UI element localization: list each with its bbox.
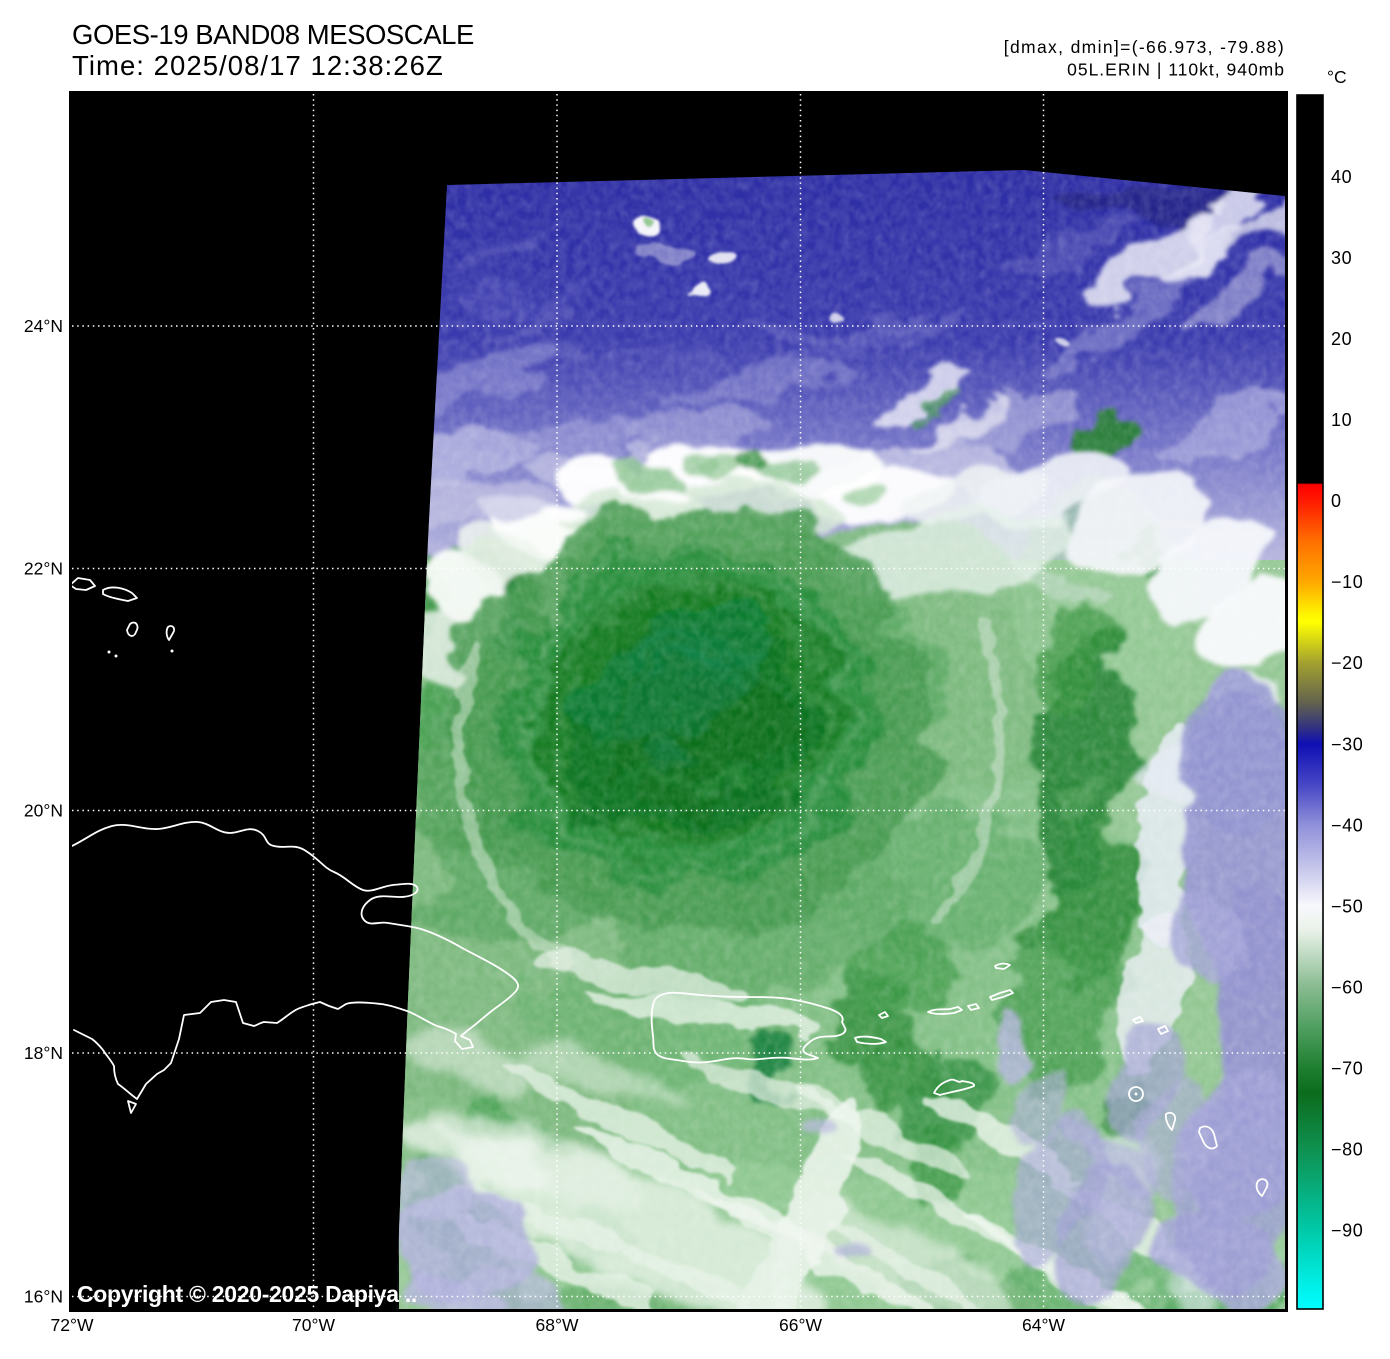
svg-text:−20: −20 <box>1331 653 1363 673</box>
svg-text:68°W: 68°W <box>536 1315 579 1335</box>
svg-text:−90: −90 <box>1331 1221 1363 1241</box>
svg-text:−30: −30 <box>1331 735 1363 755</box>
svg-text:22°N: 22°N <box>24 559 63 579</box>
svg-text:−70: −70 <box>1331 1059 1363 1079</box>
svg-text:GOES-19 BAND08 MESOSCALE: GOES-19 BAND08 MESOSCALE <box>72 19 474 50</box>
svg-text:[dmax, dmin]=(-66.973, -79.88): [dmax, dmin]=(-66.973, -79.88) <box>1004 37 1285 57</box>
svg-text:64°W: 64°W <box>1022 1315 1065 1335</box>
svg-text:−60: −60 <box>1331 978 1363 998</box>
svg-text:05L.ERIN | 110kt, 940mb: 05L.ERIN | 110kt, 940mb <box>1067 60 1285 80</box>
svg-text:10: 10 <box>1331 410 1352 430</box>
svg-text:20°N: 20°N <box>24 801 63 821</box>
svg-text:66°W: 66°W <box>779 1315 822 1335</box>
svg-text:30: 30 <box>1331 248 1352 268</box>
svg-text:0: 0 <box>1331 491 1342 511</box>
svg-text:16°N: 16°N <box>24 1287 63 1307</box>
svg-text:Copyright © 2020-2025 Dapiya .: Copyright © 2020-2025 Dapiya .. <box>77 1281 417 1307</box>
svg-text:−50: −50 <box>1331 897 1363 917</box>
svg-text:−40: −40 <box>1331 816 1363 836</box>
svg-text:70°W: 70°W <box>292 1315 335 1335</box>
svg-text:18°N: 18°N <box>24 1043 63 1063</box>
svg-text:−10: −10 <box>1331 572 1363 592</box>
svg-text:Time: 2025/08/17 12:38:26Z: Time: 2025/08/17 12:38:26Z <box>72 50 444 81</box>
svg-text:°C: °C <box>1327 67 1347 87</box>
svg-text:−80: −80 <box>1331 1140 1363 1160</box>
svg-text:72°W: 72°W <box>51 1315 94 1335</box>
svg-text:24°N: 24°N <box>24 316 63 336</box>
svg-text:40: 40 <box>1331 167 1352 187</box>
svg-text:20: 20 <box>1331 329 1352 349</box>
